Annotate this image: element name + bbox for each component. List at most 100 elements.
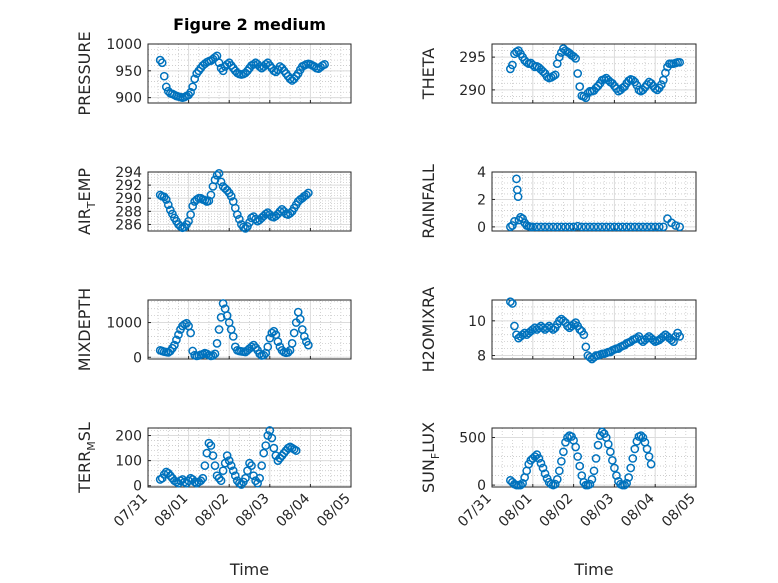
- data-point: [612, 471, 621, 480]
- y-axis-label: SUNFLUX: [419, 422, 442, 493]
- data-point: [573, 221, 583, 231]
- y-axis-label-main: AIR: [75, 208, 94, 235]
- y-axis-label: THETA: [419, 48, 438, 100]
- data-point: [646, 459, 656, 469]
- data-point: [161, 195, 171, 204]
- x-axis-label: Time: [573, 560, 613, 579]
- data-point: [273, 337, 283, 346]
- data-point: [552, 222, 562, 232]
- data-point: [210, 349, 220, 359]
- y-axis-label-main: RAINFALL: [419, 164, 438, 239]
- data-point: [304, 188, 313, 198]
- data-point: [196, 476, 206, 486]
- data-point: [269, 443, 279, 453]
- data-point: [230, 471, 240, 481]
- data-point: [188, 201, 198, 211]
- data-point: [512, 174, 521, 184]
- data-point: [638, 222, 648, 232]
- y-tick-label: 286: [115, 217, 142, 233]
- subplot-sun_flux: 0 500 07/31 08/01 08/02 08/03 08/04 08/05 Time SU…: [419, 422, 699, 579]
- y-tick-label: 295: [459, 50, 486, 66]
- data-point: [186, 210, 195, 219]
- x-tick-label: 08/04: [273, 490, 313, 530]
- x-tick-label: 08/01: [496, 491, 536, 531]
- data-point: [575, 461, 585, 471]
- data-point: [656, 80, 666, 89]
- data-point: [626, 463, 636, 473]
- y-tick-label: 100: [115, 454, 142, 470]
- plot-area: [491, 427, 697, 488]
- data-point: [548, 325, 558, 334]
- data-point: [271, 67, 281, 77]
- data-point: [675, 58, 685, 67]
- data-point: [222, 451, 232, 460]
- y-axis-label: H2OMIXRA: [419, 287, 438, 373]
- data-point: [565, 222, 574, 232]
- x-tick-label: 08/03: [577, 491, 617, 531]
- y-tick-label: 288: [115, 204, 142, 220]
- data-point: [530, 452, 540, 461]
- data-point: [159, 470, 169, 479]
- data-point: [245, 458, 254, 468]
- y-tick-label: 8: [477, 349, 486, 365]
- data-point: [532, 222, 542, 232]
- data-point: [548, 222, 558, 232]
- data-point: [659, 222, 668, 232]
- data-point: [261, 60, 271, 69]
- data-point: [506, 297, 515, 307]
- data-point: [591, 454, 601, 463]
- data-point: [241, 473, 250, 483]
- data-point: [263, 342, 273, 352]
- data-point: [610, 222, 619, 232]
- data-point: [628, 75, 638, 85]
- data-point: [320, 60, 329, 69]
- data-point: [247, 461, 256, 471]
- data-point: [589, 466, 599, 476]
- data-point: [581, 222, 591, 232]
- data-point: [259, 350, 269, 360]
- data-point: [228, 332, 238, 341]
- axis-frame: [147, 299, 352, 360]
- x-tick-label: 08/02: [192, 491, 232, 531]
- subplot-theta: 290 295 THETA: [419, 43, 697, 104]
- data-point: [642, 444, 652, 454]
- data-point: [569, 319, 578, 329]
- data-point: [540, 222, 550, 232]
- y-tick-label: 1000: [106, 37, 142, 53]
- data-point: [536, 458, 546, 468]
- axis-frame: [147, 427, 352, 488]
- data-point: [214, 58, 224, 68]
- data-point: [170, 340, 179, 350]
- y-axis-label-suffix: SL: [75, 422, 94, 441]
- subplot-h2omixra: 8 10 H2OMIXRA: [419, 287, 697, 373]
- data-point: [204, 438, 214, 448]
- data-point: [216, 476, 226, 486]
- data-point: [216, 177, 226, 187]
- data-point: [249, 340, 258, 350]
- data-point: [214, 325, 224, 334]
- y-tick-label: 200: [115, 429, 142, 445]
- data-point: [186, 87, 195, 97]
- axis-frame: [491, 427, 697, 488]
- data-point: [654, 222, 664, 232]
- data-point: [291, 446, 301, 455]
- data-point: [652, 85, 662, 95]
- chart-title: Figure 2 medium: [173, 15, 326, 34]
- data-point: [585, 222, 595, 232]
- data-point: [528, 222, 538, 232]
- data-point: [508, 221, 517, 230]
- data-point: [589, 222, 599, 232]
- data-point: [287, 339, 297, 348]
- x-tick-label: 07/31: [111, 491, 151, 531]
- data-point: [618, 222, 627, 232]
- data-point: [622, 222, 631, 232]
- data-point: [636, 431, 646, 440]
- y-axis-label-suffix: LUX: [419, 422, 438, 453]
- data-point: [228, 466, 238, 476]
- data-point: [190, 74, 200, 84]
- data-point: [255, 349, 264, 359]
- y-tick-label: 0: [477, 220, 486, 236]
- x-tick-label: 08/02: [537, 491, 577, 531]
- y-axis-label-main: H2OMIXRA: [419, 287, 438, 373]
- data-point: [554, 466, 564, 476]
